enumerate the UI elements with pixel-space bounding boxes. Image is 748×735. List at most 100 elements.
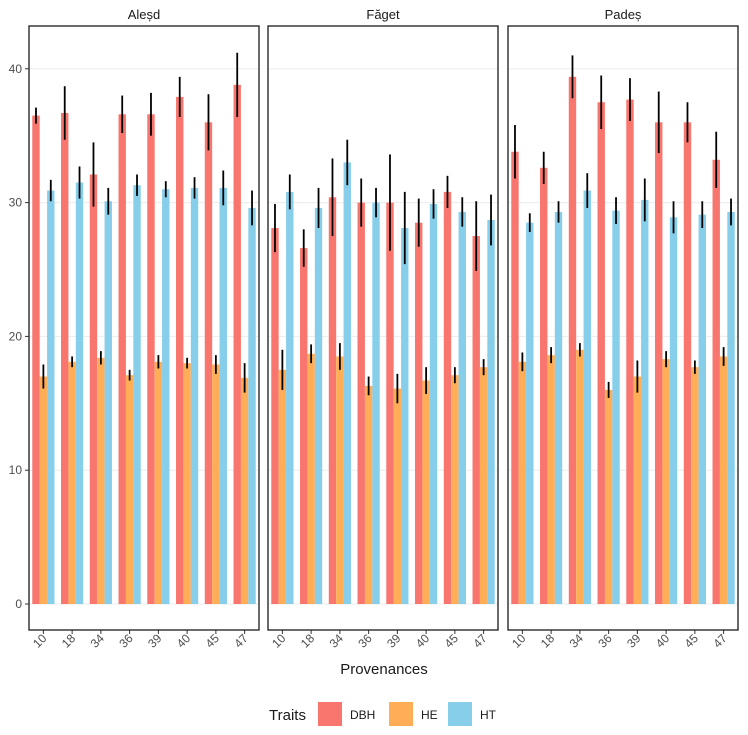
bar-dbh-40 bbox=[415, 222, 423, 605]
panel-title: Făget bbox=[366, 7, 400, 22]
x-tick-label: 36 bbox=[595, 631, 615, 651]
bar-he-39 bbox=[154, 361, 163, 604]
bar-he-40 bbox=[422, 380, 430, 604]
bar-ht-40 bbox=[429, 203, 438, 605]
bar-ht-40 bbox=[669, 217, 678, 604]
bar-dbh-10 bbox=[511, 151, 519, 605]
bar-he-40 bbox=[183, 363, 191, 604]
x-tick-label: 36 bbox=[355, 631, 375, 651]
panel-border bbox=[507, 25, 739, 631]
bar-dbh-40 bbox=[176, 96, 184, 604]
x-tick-label: 40 bbox=[653, 631, 673, 651]
bar-ht-39 bbox=[162, 189, 170, 604]
bar-dbh-47 bbox=[472, 236, 480, 605]
bar-he-18 bbox=[307, 353, 315, 604]
panel-3: Padeș 10 18 34 36 39 40 45 47 bbox=[507, 7, 739, 651]
x-tick-label: 47 bbox=[710, 631, 730, 651]
bar-ht-10 bbox=[526, 222, 534, 605]
legend-title: Traits bbox=[269, 707, 306, 724]
bar-ht-45 bbox=[698, 214, 706, 604]
bar-ht-10 bbox=[286, 191, 294, 604]
bar-ht-36 bbox=[612, 210, 620, 605]
y-tick-label: 10 bbox=[9, 463, 23, 477]
bar-dbh-10 bbox=[271, 228, 279, 604]
bar-dbh-36 bbox=[597, 102, 605, 604]
bar-dbh-45 bbox=[443, 191, 452, 604]
bar-dbh-40 bbox=[655, 122, 663, 604]
bar-ht-18 bbox=[554, 211, 563, 604]
bar-he-47 bbox=[719, 356, 728, 604]
legend-key-he bbox=[389, 702, 413, 726]
bar-he-18 bbox=[68, 361, 76, 604]
bar-dbh-10 bbox=[32, 115, 40, 604]
bar-dbh-18 bbox=[61, 112, 69, 604]
bar-dbh-18 bbox=[300, 248, 308, 605]
x-tick-label: 18 bbox=[59, 631, 79, 651]
x-tick-label: 39 bbox=[145, 631, 165, 651]
bar-dbh-34 bbox=[328, 197, 337, 605]
panels-layer: Aleșd 10 18 34 36 39 40 45 47 Făget 10 18 34 36 39 40 45… bbox=[28, 7, 739, 651]
panel-border bbox=[267, 25, 499, 631]
x-tick-label: 40 bbox=[174, 631, 194, 651]
bar-dbh-36 bbox=[357, 202, 365, 604]
bar-dbh-18 bbox=[540, 167, 548, 604]
bar-dbh-39 bbox=[386, 202, 394, 604]
bar-ht-18 bbox=[75, 182, 84, 604]
y-tick-label: 40 bbox=[9, 62, 23, 76]
bar-dbh-34 bbox=[89, 174, 98, 604]
legend: Traits DBH HE HT bbox=[269, 702, 497, 726]
panel-title: Aleșd bbox=[128, 7, 161, 22]
bar-dbh-39 bbox=[626, 99, 634, 604]
legend-key-ht bbox=[448, 702, 472, 726]
bar-he-47 bbox=[240, 377, 249, 604]
legend-label-he: HE bbox=[421, 708, 438, 722]
y-tick-label: 30 bbox=[9, 196, 23, 210]
y-axis: 0 10 20 30 40 bbox=[9, 62, 29, 611]
x-tick-label: 40 bbox=[413, 631, 433, 651]
panel-2: Făget 10 18 34 36 39 40 45 47 bbox=[267, 7, 499, 651]
bar-ht-45 bbox=[458, 211, 466, 604]
bar-ht-10 bbox=[47, 190, 55, 605]
legend-label-dbh: DBH bbox=[350, 708, 375, 722]
x-tick-label: 45 bbox=[203, 631, 223, 651]
bar-he-36 bbox=[364, 385, 373, 604]
bar-he-39 bbox=[393, 388, 402, 604]
x-tick-label: 10 bbox=[509, 631, 529, 651]
x-tick-label: 34 bbox=[327, 631, 347, 651]
x-tick-label: 10 bbox=[30, 631, 50, 651]
bar-he-45 bbox=[212, 364, 220, 604]
x-tick-label: 18 bbox=[538, 631, 558, 651]
bar-ht-47 bbox=[727, 211, 735, 604]
x-tick-label: 34 bbox=[567, 631, 587, 651]
bar-he-36 bbox=[125, 375, 134, 604]
x-tick-label: 10 bbox=[269, 631, 289, 651]
bar-ht-36 bbox=[372, 202, 380, 604]
bar-ht-47 bbox=[248, 207, 256, 604]
bar-dbh-36 bbox=[118, 114, 126, 605]
x-tick-label: 47 bbox=[470, 631, 490, 651]
x-tick-label: 45 bbox=[442, 631, 462, 651]
x-tick-label: 39 bbox=[384, 631, 404, 651]
bar-ht-39 bbox=[641, 199, 649, 604]
bar-ht-36 bbox=[133, 185, 141, 604]
bar-he-39 bbox=[633, 376, 642, 604]
bar-he-10 bbox=[518, 361, 527, 604]
bar-dbh-34 bbox=[568, 76, 577, 604]
x-axis-title: Provenances bbox=[340, 661, 428, 678]
bar-ht-34 bbox=[583, 190, 591, 605]
legend-key-dbh bbox=[318, 702, 342, 726]
bar-he-10 bbox=[278, 369, 287, 604]
bar-he-34 bbox=[97, 357, 105, 604]
x-tick-label: 39 bbox=[624, 631, 644, 651]
bar-ht-34 bbox=[104, 201, 112, 604]
legend-label-ht: HT bbox=[480, 708, 497, 722]
bar-ht-45 bbox=[219, 187, 227, 604]
bar-he-40 bbox=[662, 359, 670, 604]
bar-dbh-39 bbox=[147, 114, 155, 605]
bar-he-34 bbox=[336, 356, 344, 604]
bar-dbh-47 bbox=[233, 84, 241, 604]
x-tick-label: 18 bbox=[298, 631, 318, 651]
panel-1: Aleșd 10 18 34 36 39 40 45 47 bbox=[28, 7, 260, 651]
bar-he-36 bbox=[604, 389, 613, 604]
